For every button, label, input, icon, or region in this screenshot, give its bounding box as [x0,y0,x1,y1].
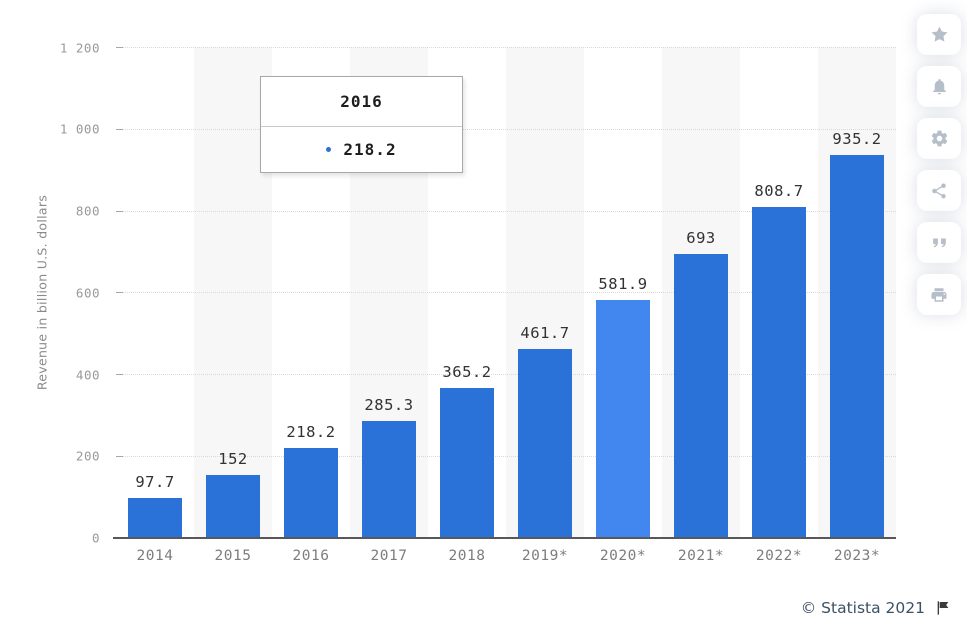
share-button[interactable] [917,170,961,211]
tooltip-value: 218.2 [343,139,397,159]
y-axis-tick [116,47,123,48]
printer-icon [931,287,947,302]
x-axis-label: 2016 [292,548,330,564]
y-gridline [116,47,896,48]
y-axis-tick [116,210,123,212]
y-gridline [116,455,896,457]
bar-value-label: 285.3 [364,395,414,414]
bar-2023[interactable] [830,155,884,538]
bar-value-label: 365.2 [442,363,492,382]
notifications-button[interactable] [917,66,961,107]
y-gridline [116,374,896,375]
x-axis-label: 2023* [833,548,881,564]
print-button[interactable] [917,274,961,315]
x-axis-label: 2021* [677,548,725,564]
bar-value-label: 581.9 [598,274,648,293]
favorite-button[interactable] [917,14,961,55]
tooltip-year: 2016 [261,77,462,127]
y-gridline [116,292,896,294]
bar-value-label: 152 [218,450,248,469]
y-tick-label: 200 [75,448,100,464]
y-tick-label: 0 [91,530,100,546]
y-axis-tick [116,374,123,375]
bar-value-label: 218.2 [286,423,336,442]
gear-icon [931,130,947,147]
y-axis-tick [116,128,123,130]
y-axis-tick [116,292,123,294]
y-gridline [116,128,896,130]
bar-value-label: 693 [686,229,716,248]
bar-2022[interactable] [752,206,806,538]
quote-icon [932,238,946,248]
star-icon [931,26,947,42]
y-tick-label: 800 [75,203,100,219]
x-axis-label: 2019* [521,548,569,564]
bar-2015[interactable] [206,475,260,538]
y-tick-label: 1 200 [59,40,100,55]
bar-2016[interactable] [284,448,338,538]
bar-value-label: 808.7 [754,181,804,200]
bar-2017[interactable] [362,420,416,538]
x-axis-label: 2015 [214,548,252,564]
y-gridline [116,210,896,212]
share-icon [932,183,946,198]
y-tick-label: 600 [75,285,100,301]
bar-value-label: 461.7 [520,323,570,342]
y-axis-tick [116,455,123,457]
report-flag-button[interactable] [935,600,951,616]
x-axis-label: 2018 [448,548,486,564]
x-axis-label: 2017 [370,548,408,564]
cite-button[interactable] [917,222,961,263]
y-tick-label: 1 000 [59,121,100,137]
bar-value-label: 97.7 [135,472,175,491]
bar-2018[interactable] [440,388,494,538]
x-axis-label: 2020* [599,548,647,564]
series-dot-icon [326,146,332,152]
copyright-text: © Statista 2021 [800,599,925,617]
x-axis-label: 2014 [136,548,174,564]
settings-button[interactable] [917,118,961,159]
bell-icon [932,78,946,95]
bar-value-label: 935.2 [832,130,882,149]
footer: © Statista 2021 [801,599,951,617]
flag-icon [937,601,949,615]
bar-2021[interactable] [674,254,728,538]
tooltip: 2016 218.2 [260,76,463,173]
bar-2014[interactable] [128,497,182,538]
bar-2019[interactable] [518,348,572,538]
y-tick-label: 400 [75,367,100,382]
x-axis-line [113,536,896,539]
bar-2020[interactable] [596,299,650,538]
x-axis-label: 2022* [755,548,803,564]
